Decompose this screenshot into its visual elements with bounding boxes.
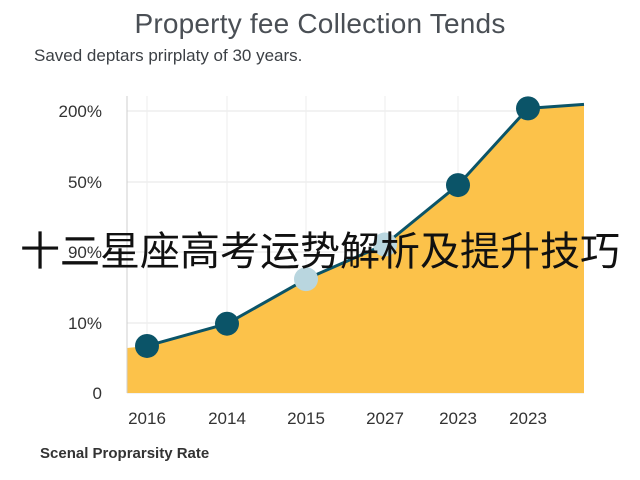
data-point-4 <box>446 173 470 198</box>
y-tick-label-4: 200% <box>59 102 102 121</box>
y-tick-label-0: 0 <box>93 384 102 403</box>
data-point-3 <box>373 232 397 257</box>
data-point-0 <box>135 333 159 358</box>
y-tick-label-1: 10% <box>68 314 102 333</box>
x-tick-label-5: 2023 <box>509 409 547 428</box>
x-tick-label-3: 2027 <box>366 409 404 428</box>
x-tick-label-1: 2014 <box>208 409 246 428</box>
data-point-5 <box>516 96 540 121</box>
data-point-1 <box>215 311 239 336</box>
x-tick-label-0: 2016 <box>128 409 166 428</box>
overlay-banner-text: 十二星座高考运势解析及提升技巧 <box>20 229 620 275</box>
area-fill <box>127 104 584 393</box>
data-point-2 <box>294 267 318 292</box>
x-axis-label: Scenal Proprarsity Rate <box>40 445 210 462</box>
chart-title: Property fee Collection Tends <box>134 8 506 39</box>
y-tick-label-2: 90% <box>68 243 102 262</box>
y-tick-label-3: 50% <box>68 173 102 192</box>
chart-subtitle: Saved deptars prirplaty of 30 years. <box>34 46 303 65</box>
x-tick-label-4: 2023 <box>439 409 477 428</box>
x-tick-label-2: 2015 <box>287 409 325 428</box>
